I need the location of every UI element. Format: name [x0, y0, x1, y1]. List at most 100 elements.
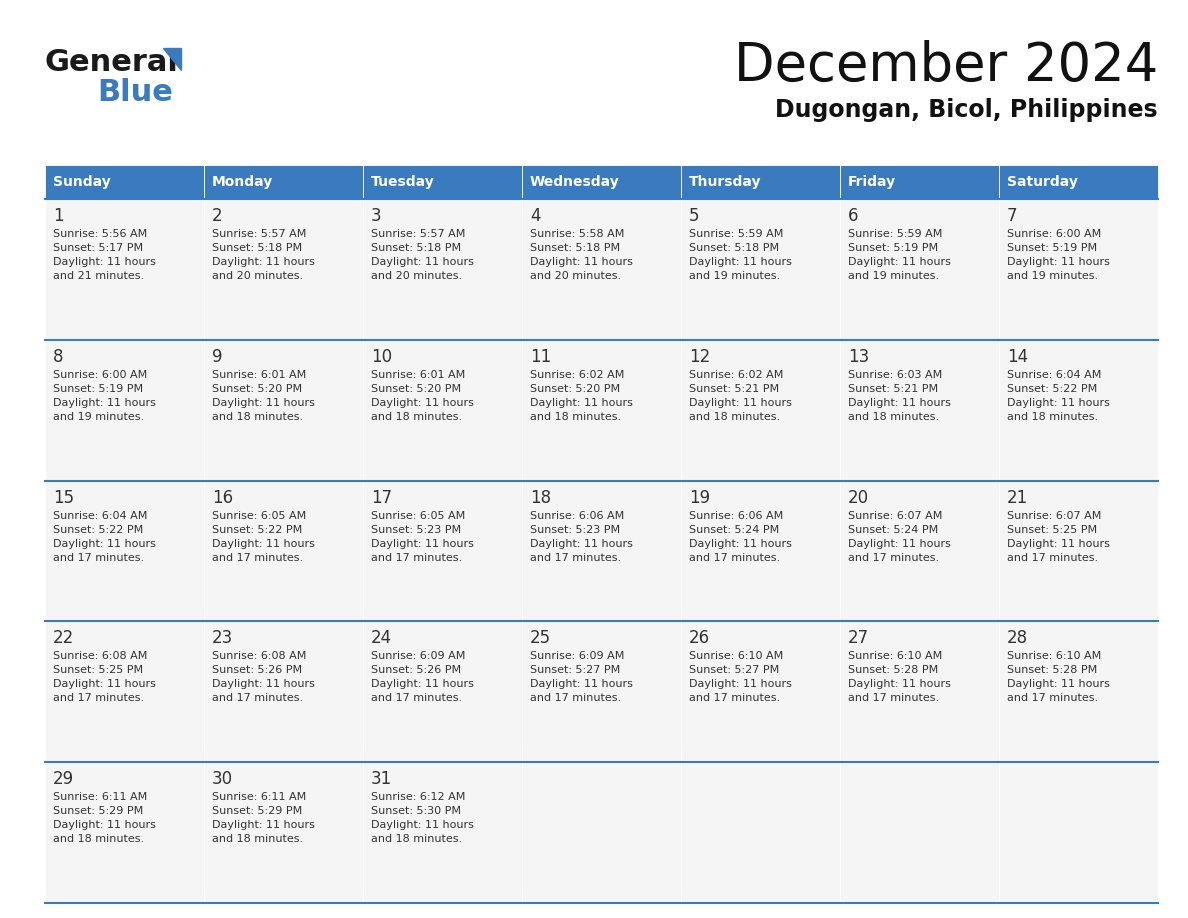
Text: Sunset: 5:17 PM: Sunset: 5:17 PM — [53, 243, 143, 253]
Text: Sunrise: 6:08 AM: Sunrise: 6:08 AM — [211, 652, 307, 661]
Bar — [999, 762, 1158, 903]
Text: and 18 minutes.: and 18 minutes. — [1007, 412, 1098, 421]
Text: Daylight: 11 hours: Daylight: 11 hours — [371, 397, 474, 408]
Text: and 19 minutes.: and 19 minutes. — [689, 271, 781, 281]
Text: Wednesday: Wednesday — [530, 175, 620, 189]
Text: 17: 17 — [371, 488, 392, 507]
Text: and 17 minutes.: and 17 minutes. — [1007, 553, 1098, 563]
Text: Sunset: 5:30 PM: Sunset: 5:30 PM — [371, 806, 461, 816]
Text: Sunset: 5:27 PM: Sunset: 5:27 PM — [689, 666, 779, 676]
Text: and 18 minutes.: and 18 minutes. — [371, 834, 462, 845]
Polygon shape — [163, 48, 181, 70]
Text: Sunrise: 6:07 AM: Sunrise: 6:07 AM — [1007, 510, 1101, 521]
Bar — [204, 165, 364, 199]
Text: Sunrise: 6:11 AM: Sunrise: 6:11 AM — [53, 792, 147, 802]
Text: Daylight: 11 hours: Daylight: 11 hours — [1007, 679, 1110, 689]
Bar — [364, 762, 522, 903]
Text: Daylight: 11 hours: Daylight: 11 hours — [53, 679, 156, 689]
Text: Sunset: 5:27 PM: Sunset: 5:27 PM — [530, 666, 620, 676]
Bar — [45, 199, 204, 340]
Text: 4: 4 — [530, 207, 541, 225]
Text: 30: 30 — [211, 770, 233, 789]
Text: Sunrise: 6:04 AM: Sunrise: 6:04 AM — [53, 510, 147, 521]
Text: 28: 28 — [1007, 630, 1028, 647]
Text: Sunrise: 6:00 AM: Sunrise: 6:00 AM — [1007, 229, 1101, 239]
Text: and 17 minutes.: and 17 minutes. — [530, 693, 621, 703]
Bar — [681, 481, 840, 621]
Text: Sunset: 5:21 PM: Sunset: 5:21 PM — [689, 384, 779, 394]
Bar — [45, 340, 204, 481]
Text: Sunrise: 6:01 AM: Sunrise: 6:01 AM — [371, 370, 466, 380]
Text: 25: 25 — [530, 630, 551, 647]
Text: Daylight: 11 hours: Daylight: 11 hours — [848, 679, 950, 689]
Text: Sunset: 5:18 PM: Sunset: 5:18 PM — [689, 243, 779, 253]
Text: Sunset: 5:20 PM: Sunset: 5:20 PM — [530, 384, 620, 394]
Text: and 17 minutes.: and 17 minutes. — [689, 693, 781, 703]
Text: Daylight: 11 hours: Daylight: 11 hours — [530, 257, 633, 267]
Text: Sunset: 5:28 PM: Sunset: 5:28 PM — [848, 666, 939, 676]
Text: 24: 24 — [371, 630, 392, 647]
Text: Sunrise: 6:01 AM: Sunrise: 6:01 AM — [211, 370, 307, 380]
Bar — [45, 762, 204, 903]
Text: and 17 minutes.: and 17 minutes. — [530, 553, 621, 563]
Text: Sunset: 5:23 PM: Sunset: 5:23 PM — [371, 524, 461, 534]
Bar — [204, 621, 364, 762]
Bar — [681, 621, 840, 762]
Text: Sunset: 5:26 PM: Sunset: 5:26 PM — [211, 666, 302, 676]
Text: Sunset: 5:29 PM: Sunset: 5:29 PM — [211, 806, 302, 816]
Text: Sunset: 5:28 PM: Sunset: 5:28 PM — [1007, 666, 1098, 676]
Text: Sunset: 5:18 PM: Sunset: 5:18 PM — [211, 243, 302, 253]
Text: Sunrise: 6:09 AM: Sunrise: 6:09 AM — [371, 652, 466, 661]
Text: 22: 22 — [53, 630, 74, 647]
Text: and 19 minutes.: and 19 minutes. — [53, 412, 144, 421]
Text: Sunset: 5:25 PM: Sunset: 5:25 PM — [1007, 524, 1098, 534]
Text: Blue: Blue — [97, 78, 173, 107]
Text: 11: 11 — [530, 348, 551, 365]
Text: 5: 5 — [689, 207, 700, 225]
Text: Sunrise: 6:05 AM: Sunrise: 6:05 AM — [211, 510, 307, 521]
Text: Sunrise: 6:02 AM: Sunrise: 6:02 AM — [689, 370, 783, 380]
Text: 3: 3 — [371, 207, 381, 225]
Text: 2: 2 — [211, 207, 222, 225]
Bar — [204, 199, 364, 340]
Text: 21: 21 — [1007, 488, 1029, 507]
Bar — [999, 199, 1158, 340]
Bar — [522, 481, 681, 621]
Text: Daylight: 11 hours: Daylight: 11 hours — [848, 539, 950, 549]
Text: Sunset: 5:21 PM: Sunset: 5:21 PM — [848, 384, 939, 394]
Text: Daylight: 11 hours: Daylight: 11 hours — [211, 539, 315, 549]
Text: Sunset: 5:25 PM: Sunset: 5:25 PM — [53, 666, 143, 676]
Text: 23: 23 — [211, 630, 233, 647]
Text: and 18 minutes.: and 18 minutes. — [53, 834, 144, 845]
Bar — [364, 481, 522, 621]
Text: 7: 7 — [1007, 207, 1017, 225]
Text: Sunset: 5:18 PM: Sunset: 5:18 PM — [371, 243, 461, 253]
Text: 8: 8 — [53, 348, 63, 365]
Text: Daylight: 11 hours: Daylight: 11 hours — [530, 397, 633, 408]
Text: Daylight: 11 hours: Daylight: 11 hours — [371, 679, 474, 689]
Text: and 17 minutes.: and 17 minutes. — [211, 553, 303, 563]
Text: Daylight: 11 hours: Daylight: 11 hours — [53, 257, 156, 267]
Text: 27: 27 — [848, 630, 870, 647]
Text: Daylight: 11 hours: Daylight: 11 hours — [530, 539, 633, 549]
Bar — [204, 762, 364, 903]
Text: and 18 minutes.: and 18 minutes. — [211, 834, 303, 845]
Text: Sunset: 5:22 PM: Sunset: 5:22 PM — [53, 524, 144, 534]
Bar — [999, 481, 1158, 621]
Text: and 20 minutes.: and 20 minutes. — [211, 271, 303, 281]
Text: 31: 31 — [371, 770, 392, 789]
Text: Sunrise: 5:57 AM: Sunrise: 5:57 AM — [371, 229, 466, 239]
Text: and 17 minutes.: and 17 minutes. — [53, 693, 144, 703]
Text: and 18 minutes.: and 18 minutes. — [211, 412, 303, 421]
Text: Daylight: 11 hours: Daylight: 11 hours — [689, 679, 792, 689]
Text: Sunrise: 6:12 AM: Sunrise: 6:12 AM — [371, 792, 466, 802]
Text: Thursday: Thursday — [689, 175, 762, 189]
Text: Daylight: 11 hours: Daylight: 11 hours — [371, 257, 474, 267]
Text: 10: 10 — [371, 348, 392, 365]
Bar — [45, 621, 204, 762]
Bar — [840, 199, 999, 340]
Text: and 20 minutes.: and 20 minutes. — [530, 271, 621, 281]
Text: Daylight: 11 hours: Daylight: 11 hours — [211, 397, 315, 408]
Text: Sunrise: 6:00 AM: Sunrise: 6:00 AM — [53, 370, 147, 380]
Text: Sunset: 5:22 PM: Sunset: 5:22 PM — [1007, 384, 1098, 394]
